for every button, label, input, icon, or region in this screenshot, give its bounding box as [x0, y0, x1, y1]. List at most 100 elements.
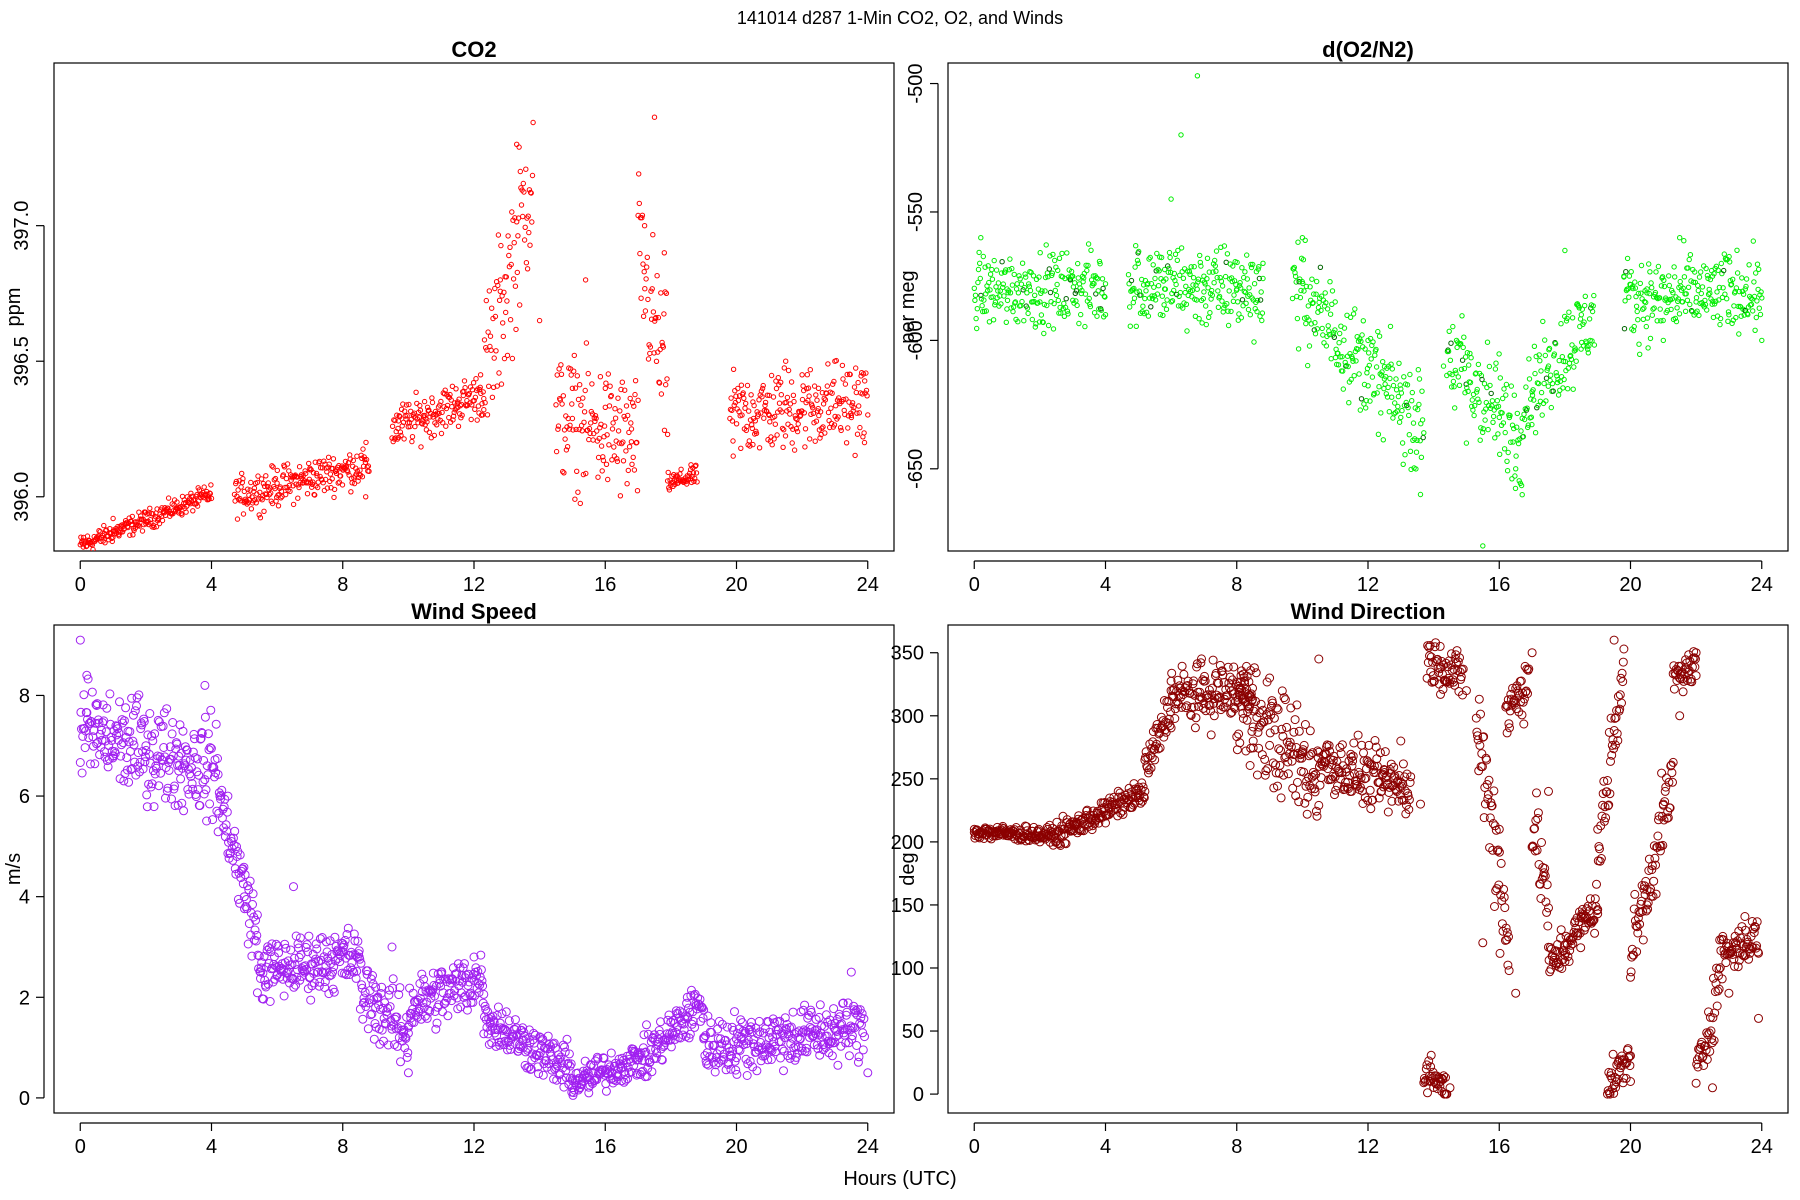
data-point [1194, 286, 1200, 292]
data-point [1589, 338, 1595, 344]
data-point [1320, 758, 1330, 767]
data-point [1476, 399, 1482, 405]
data-point [1685, 284, 1692, 290]
data-point [766, 412, 772, 419]
data-point [1473, 731, 1482, 741]
data-point [1323, 343, 1330, 349]
data-point [595, 474, 601, 480]
data-point [1590, 928, 1600, 938]
data-point [252, 910, 262, 920]
data-point [325, 454, 332, 460]
data-point [1236, 701, 1246, 711]
data-point [498, 242, 504, 249]
data-point [478, 981, 488, 991]
data-point [1143, 753, 1153, 763]
data-point [1326, 328, 1332, 334]
data-point [688, 1016, 698, 1026]
data-point [96, 528, 102, 534]
data-point [767, 419, 773, 425]
data-point [1091, 310, 1098, 316]
data-point [583, 340, 590, 346]
data-point [1419, 1078, 1429, 1088]
data-point [1171, 287, 1177, 294]
y-tick-label: 300 [891, 706, 924, 728]
data-point [1256, 275, 1263, 282]
data-point [1305, 781, 1315, 791]
data-point [1074, 302, 1080, 309]
data-point [1525, 422, 1532, 428]
data-point [1064, 250, 1070, 256]
data-point [293, 939, 303, 949]
data-point [424, 404, 431, 410]
data-point [755, 411, 761, 417]
data-point [1181, 266, 1188, 272]
data-point [194, 503, 201, 509]
data-point [1325, 323, 1331, 329]
data-point [501, 355, 508, 362]
data-point [555, 426, 561, 432]
data-point [1375, 431, 1382, 437]
data-point [1197, 252, 1203, 259]
data-point [1531, 397, 1537, 403]
data-point [1145, 280, 1151, 287]
data-point [1586, 316, 1593, 322]
data-point [411, 410, 417, 416]
data-point [488, 347, 494, 353]
data-point [401, 436, 407, 442]
data-point [75, 635, 85, 645]
data-point [355, 478, 361, 484]
data-point [1214, 274, 1220, 281]
data-point [484, 412, 491, 418]
data-point [222, 807, 232, 817]
data-point [211, 768, 221, 778]
data-point [1203, 690, 1213, 700]
data-point [1242, 269, 1248, 275]
data-point [761, 415, 767, 421]
data-point [990, 317, 997, 323]
data-point [369, 1034, 379, 1044]
data-point [429, 399, 436, 406]
data-point [601, 1079, 611, 1089]
data-point [1395, 393, 1402, 400]
data-point [1503, 381, 1510, 388]
data-point [1002, 269, 1008, 275]
data-point [1617, 698, 1626, 708]
data-point [615, 428, 622, 434]
data-point [1173, 675, 1183, 685]
data-point [600, 1068, 610, 1078]
data-point [1641, 305, 1647, 311]
data-point [1513, 453, 1519, 459]
data-point [1368, 795, 1378, 805]
data-point [620, 439, 626, 445]
data-point [1455, 374, 1462, 380]
data-point [154, 506, 160, 512]
data-point [1683, 291, 1689, 297]
data-point [261, 483, 268, 489]
data-point [1301, 288, 1307, 294]
data-point [844, 1051, 854, 1061]
data-point [200, 775, 210, 785]
data-point [1057, 304, 1063, 311]
data-point [368, 971, 377, 980]
data-point [362, 459, 369, 466]
data-point [302, 964, 311, 974]
data-point [1538, 389, 1545, 396]
data-point [1160, 312, 1166, 319]
data-point [1636, 341, 1642, 347]
data-point [1260, 275, 1266, 282]
data-point [1743, 276, 1750, 282]
data-point [564, 1049, 574, 1059]
data-point [818, 1045, 828, 1055]
data-point [1558, 321, 1564, 327]
data-point [1381, 376, 1388, 382]
data-point [582, 387, 588, 394]
data-point [196, 487, 203, 493]
data-point [625, 412, 631, 419]
data-point [833, 1060, 843, 1070]
data-point [1622, 298, 1628, 304]
data-point [1635, 317, 1641, 323]
data-point [118, 718, 128, 728]
data-point [1379, 765, 1389, 774]
data-point [144, 749, 154, 759]
data-point [791, 1052, 801, 1062]
